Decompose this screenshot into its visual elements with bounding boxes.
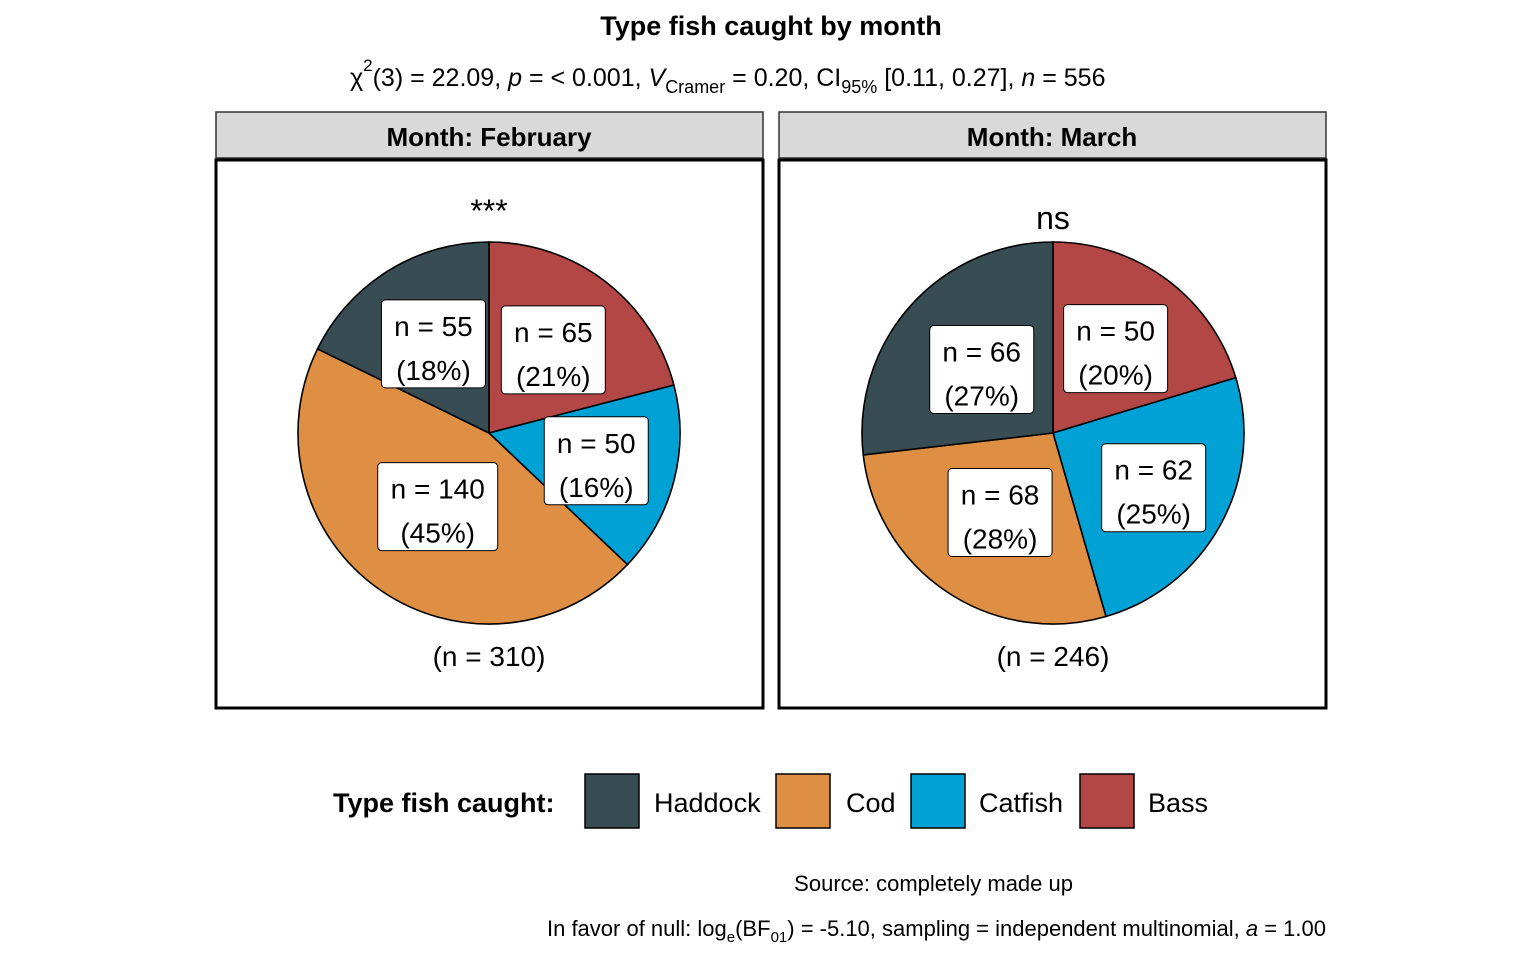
slice-count-label-catfish: n = 50 xyxy=(557,428,636,459)
caption-source: Source: completely made up xyxy=(794,871,1073,896)
caption-bf-prefix: In favor of null: log xyxy=(547,916,727,941)
legend-label-cod: Cod xyxy=(846,788,896,818)
legend: Type fish caught: Haddock Cod Catfish Ba… xyxy=(333,773,1208,829)
slice-percent-label-haddock: (27%) xyxy=(944,380,1019,411)
slice-label-box-cod xyxy=(377,462,499,552)
strip-march xyxy=(778,111,1327,159)
pie-march xyxy=(861,241,1245,625)
slice-percent-label-bass: (21%) xyxy=(516,361,591,392)
slice-percent-label-cod: (28%) xyxy=(963,523,1038,554)
subtitle-ci-sub: 95% xyxy=(841,77,877,97)
legend-key-bass xyxy=(1079,773,1135,829)
slice-label-box-cod xyxy=(947,467,1053,557)
caption-bf-mid: (BF xyxy=(735,916,770,941)
caption-bf-sub: 01 xyxy=(771,929,788,946)
subtitle-v-symbol: V xyxy=(649,64,668,92)
total-label-march: (n = 246) xyxy=(997,641,1110,672)
slice-labels-march: n = 50 (20%) n = 62 (25%) n = 68 (28%) n = 66 (… xyxy=(929,304,1207,557)
slice-label-box-catfish xyxy=(543,416,649,506)
slice-label-box-bass xyxy=(1063,304,1169,394)
subtitle-n-symbol: n xyxy=(1021,64,1035,92)
chart-subtitle: χ2(3) = 22.09, p = < 0.001, VCramer = 0.… xyxy=(350,56,1105,97)
strip-text-march: Month: March xyxy=(967,122,1137,152)
legend-key-cod xyxy=(775,773,831,829)
subtitle-ci-value: [0.11, 0.27], xyxy=(877,64,1021,92)
legend-label-catfish: Catfish xyxy=(979,788,1063,818)
legend-key-haddock xyxy=(584,773,640,829)
strip-text-february: Month: February xyxy=(386,122,592,152)
caption-a-value: = 1.00 xyxy=(1258,916,1326,941)
subtitle-v-value: = 0.20, CI xyxy=(725,64,841,92)
facet-march: Month: March ns n = 50(20%)n = 62(25%)n … xyxy=(777,111,1328,710)
slice-count-label-haddock: n = 66 xyxy=(942,336,1021,367)
slice-count-label-cod: n = 140 xyxy=(391,474,485,505)
caption-bf-post: ) = -5.10, sampling = independent multin… xyxy=(787,916,1246,941)
slice-labels-february: n = 65 (21%) n = 50 (16%) n = 140 (45%) n = 55… xyxy=(377,299,649,552)
caption-bayes-factor: In favor of null: loge(BF01) = -5.10, sa… xyxy=(547,916,1326,946)
subtitle-p-value: = < 0.001, xyxy=(522,64,649,92)
total-label-february: (n = 310) xyxy=(433,641,546,672)
slice-label-box-catfish xyxy=(1101,443,1207,533)
slice-count-label-cod: n = 68 xyxy=(961,479,1040,510)
slice-count-label-haddock: n = 55 xyxy=(394,311,473,342)
legend-label-haddock: Haddock xyxy=(654,788,761,818)
subtitle-v-sub: Cramer xyxy=(665,77,725,97)
subtitle-p-symbol: p xyxy=(507,64,522,92)
strip-february xyxy=(215,111,764,159)
slice-percent-label-catfish: (16%) xyxy=(559,472,634,503)
caption-bf-e: e xyxy=(727,929,735,946)
slice-label-box-bass xyxy=(500,305,606,395)
significance-label-february: *** xyxy=(470,193,507,229)
slice-count-label-bass: n = 50 xyxy=(1076,316,1155,347)
significance-label-march: ns xyxy=(1036,200,1070,236)
subtitle-chi: χ xyxy=(350,64,363,92)
chart-title: Type fish caught by month xyxy=(600,11,942,41)
legend-label-bass: Bass xyxy=(1148,788,1208,818)
facet-february: Month: February *** n = 65 (21%) n = 50 (16… xyxy=(214,111,765,710)
slice-label-box-haddock xyxy=(929,324,1035,414)
slice-percent-label-cod: (45%) xyxy=(400,518,475,549)
caption-a-symbol: a xyxy=(1246,916,1258,941)
slice-count-label-bass: n = 65 xyxy=(514,317,593,348)
subtitle-df: (3) = 22.09, xyxy=(373,64,509,92)
slice-label-box-haddock xyxy=(380,299,486,389)
slice-percent-label-catfish: (25%) xyxy=(1116,499,1191,530)
subtitle-chi-sup: 2 xyxy=(363,56,372,75)
slice-count-label-catfish: n = 62 xyxy=(1114,455,1193,486)
legend-key-catfish xyxy=(910,773,966,829)
legend-title: Type fish caught: xyxy=(333,788,555,818)
slice-percent-label-bass: (20%) xyxy=(1078,360,1153,391)
subtitle-n-value: = 556 xyxy=(1035,64,1105,92)
slice-percent-label-haddock: (18%) xyxy=(396,355,471,386)
